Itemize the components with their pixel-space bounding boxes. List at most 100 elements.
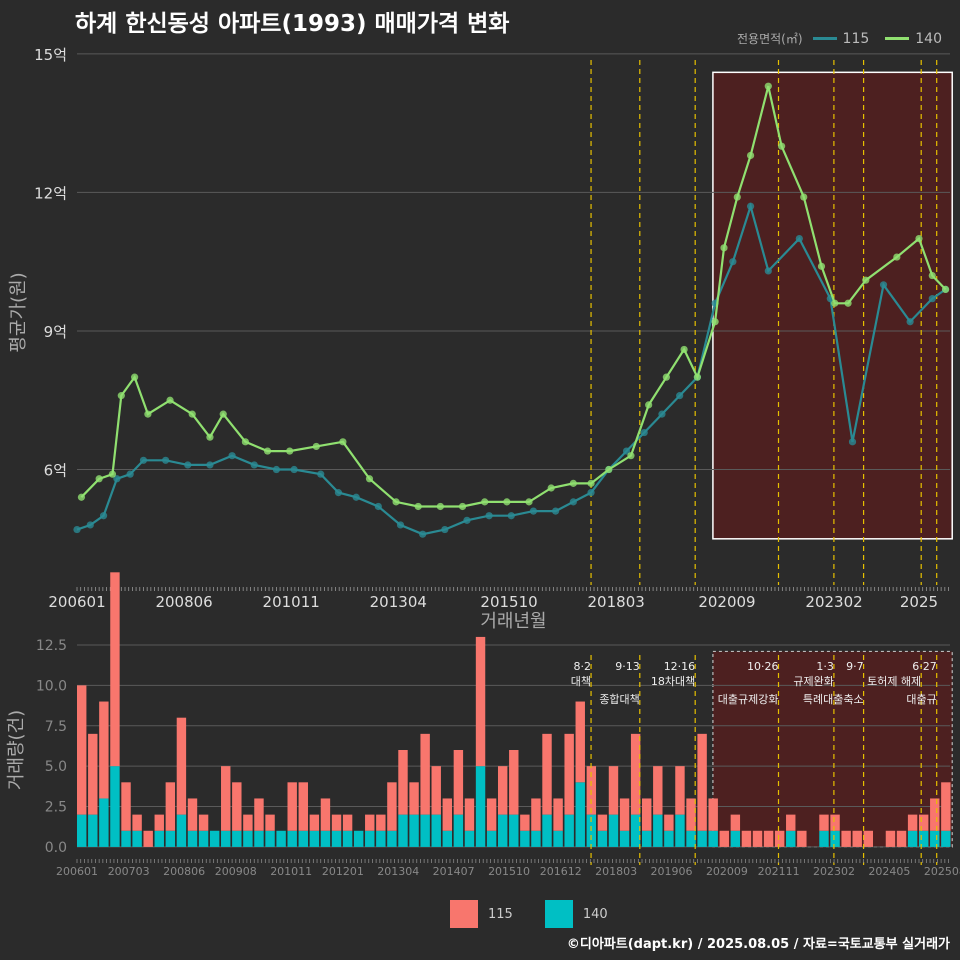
volume-bar-115 bbox=[930, 798, 940, 831]
volume-bar-115 bbox=[863, 830, 874, 847]
policy-date-label: 12·16 bbox=[664, 660, 696, 673]
y-tick-label: 9억 bbox=[44, 323, 67, 341]
policy-text-label: 특례대출축소 bbox=[803, 693, 864, 706]
volume-bar-115 bbox=[509, 750, 519, 815]
volume-bar-140 bbox=[420, 814, 430, 847]
volume-bar-115 bbox=[830, 814, 840, 831]
volume-bar-115 bbox=[121, 782, 131, 831]
data-point-115 bbox=[126, 470, 134, 478]
policy-date-label: 9·13 bbox=[615, 660, 640, 673]
data-point-115 bbox=[676, 392, 684, 400]
data-point-140 bbox=[893, 253, 901, 261]
volume-bar-115 bbox=[642, 798, 652, 831]
volume-bar-140 bbox=[320, 830, 331, 847]
volume-bar-140 bbox=[209, 830, 220, 847]
volume-bar-140 bbox=[819, 830, 829, 847]
volume-bar-140 bbox=[930, 830, 940, 847]
volume-bar-115 bbox=[786, 814, 796, 831]
volume-bar-115 bbox=[342, 814, 353, 831]
volume-bar-115 bbox=[797, 830, 807, 847]
volume-x-tick-label: 201304 bbox=[377, 865, 419, 878]
volume-bar-140 bbox=[575, 782, 585, 847]
data-point-115 bbox=[729, 258, 737, 266]
x-tick-label: 201304 bbox=[370, 593, 427, 611]
data-point-115 bbox=[334, 489, 343, 497]
volume-bar-115 bbox=[486, 798, 497, 831]
data-point-115 bbox=[290, 465, 298, 474]
volume-bar-140 bbox=[187, 830, 198, 847]
data-point-140 bbox=[77, 493, 86, 501]
volume-bar-115 bbox=[254, 798, 264, 831]
policy-text-label: 대책 bbox=[571, 675, 591, 688]
volume-bar-115 bbox=[154, 814, 164, 831]
data-point-140 bbox=[117, 392, 125, 400]
policy-text-label: 대출규제강화 bbox=[718, 693, 779, 706]
policy-text-label: 대출규 bbox=[906, 693, 936, 706]
data-point-140 bbox=[166, 396, 174, 404]
data-point-140 bbox=[481, 498, 489, 506]
data-point-115 bbox=[463, 516, 471, 524]
data-point-115 bbox=[352, 493, 360, 501]
data-point-140 bbox=[720, 244, 728, 252]
data-point-115 bbox=[139, 456, 148, 464]
volume-bar-115 bbox=[885, 830, 896, 847]
volume-bar-140 bbox=[907, 830, 918, 847]
volume-bar-115 bbox=[232, 782, 242, 831]
volume-x-tick-label: 201612 bbox=[540, 865, 582, 878]
volume-bar-140 bbox=[686, 830, 696, 847]
volume-bar-115 bbox=[686, 798, 696, 831]
volume-bar-140 bbox=[642, 830, 652, 847]
y-tick-label: 15억 bbox=[34, 46, 67, 64]
data-point-140 bbox=[605, 465, 613, 474]
data-point-140 bbox=[206, 433, 214, 441]
data-point-115 bbox=[587, 489, 595, 497]
data-point-140 bbox=[414, 502, 422, 511]
volume-bar-140 bbox=[376, 830, 386, 847]
volume-bar-115 bbox=[841, 830, 851, 847]
volume-bar-115 bbox=[187, 798, 198, 831]
policy-text-label: 18차대책 bbox=[651, 675, 695, 688]
volume-bar-115 bbox=[531, 798, 541, 831]
volume-bar-115 bbox=[176, 717, 187, 815]
data-point-140 bbox=[219, 410, 227, 418]
data-point-115 bbox=[99, 512, 108, 520]
highlight-box-volume bbox=[712, 650, 953, 848]
x-axis-title: 거래년월 bbox=[480, 611, 546, 632]
data-point-140 bbox=[547, 484, 555, 492]
volume-bar-140 bbox=[553, 830, 563, 847]
volume-bar-115 bbox=[719, 830, 729, 847]
volume-x-tick-label: 202009 bbox=[706, 865, 748, 878]
data-point-115 bbox=[551, 507, 560, 515]
data-point-115 bbox=[746, 202, 755, 210]
volume-bar-115 bbox=[664, 814, 674, 831]
volume-bar-140 bbox=[77, 814, 87, 847]
volume-bar-140 bbox=[509, 814, 519, 847]
volume-bar-115 bbox=[132, 814, 142, 831]
data-point-140 bbox=[503, 498, 511, 506]
data-point-140 bbox=[941, 285, 950, 294]
volume-bar-140 bbox=[265, 830, 275, 847]
volume-bar-115 bbox=[287, 782, 297, 831]
volume-bar-140 bbox=[365, 830, 375, 847]
volume-bar-140 bbox=[697, 830, 707, 847]
data-point-140 bbox=[144, 410, 152, 418]
legend-top-swatch-115 bbox=[812, 37, 837, 40]
price-panel: 6억 9억 12억 15억 200601 200806 201011 201304 201510… bbox=[8, 46, 953, 632]
volume-bar-140 bbox=[542, 814, 552, 847]
volume-bar-140 bbox=[597, 830, 608, 847]
volume-bar-115 bbox=[453, 750, 464, 815]
volume-bar-115 bbox=[143, 830, 153, 847]
volume-bar-115 bbox=[77, 685, 87, 815]
volume-bar-115 bbox=[741, 830, 752, 847]
volume-x-tick-label: 201510 bbox=[488, 865, 530, 878]
volume-bar-115 bbox=[88, 733, 98, 815]
volume-bar-140 bbox=[287, 830, 297, 847]
volume-bar-140 bbox=[176, 814, 187, 847]
volume-bar-140 bbox=[298, 830, 308, 847]
data-point-115 bbox=[879, 281, 888, 289]
volume-bar-115 bbox=[774, 830, 785, 847]
volume-bar-115 bbox=[420, 733, 430, 815]
volume-bar-140 bbox=[730, 830, 741, 847]
volume-panel: 0.0 2.5 5.0 7.5 10.0 12.5 8·2 대책 9·13 종합대책 12·16 18… bbox=[6, 572, 960, 878]
